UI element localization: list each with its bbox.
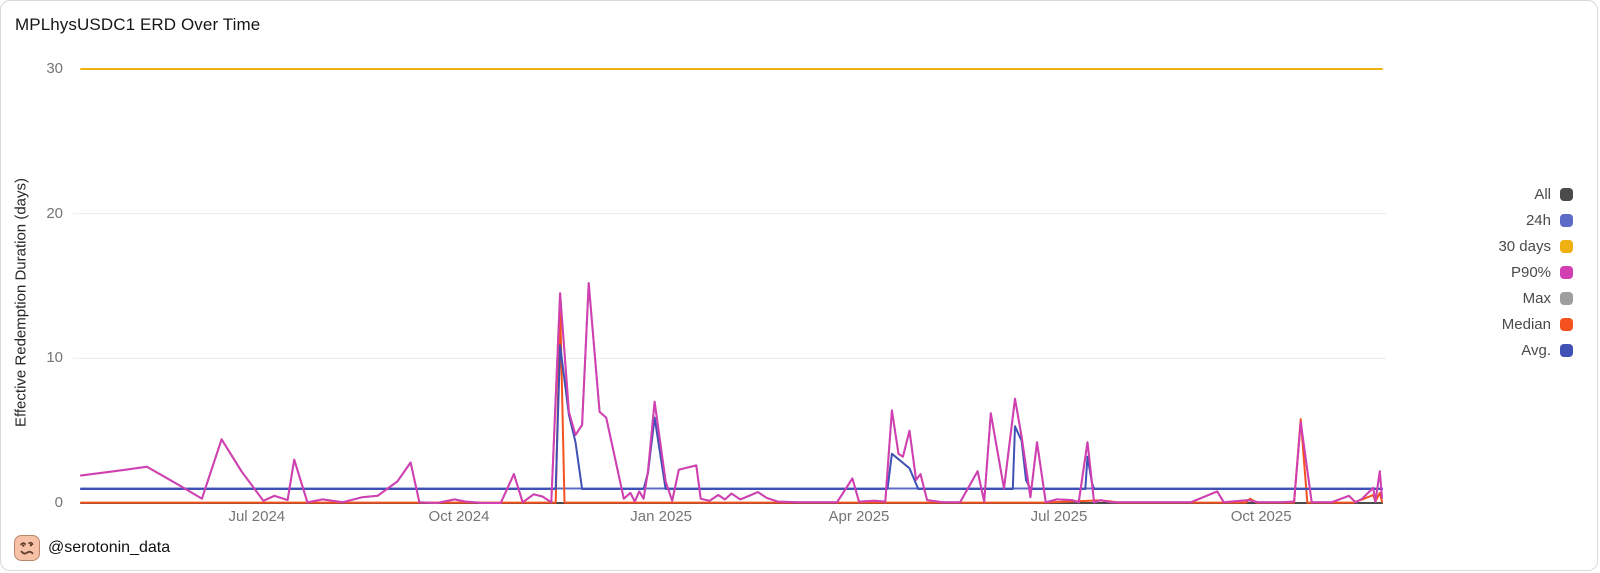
series-line-p90 [80,282,1383,504]
legend-label: All [1534,185,1551,203]
page-title: MPLhysUSDC1 ERD Over Time [15,15,261,34]
legend-item-p90[interactable]: P90% [1498,259,1573,285]
y-tick-label-0: 0 [54,494,63,511]
legend-label: P90% [1510,263,1551,281]
legend-item-avg[interactable]: Avg. [1498,337,1573,363]
series-line-median [80,302,1383,504]
x-tick-label: Oct 2025 [1230,508,1292,525]
legend-swatch-icon [1560,291,1573,305]
legend-label: 30 days [1498,237,1551,255]
x-tick-label: Jul 2024 [228,508,286,525]
legend-swatch-icon [1560,317,1573,331]
y-tick-label-30: 30 [46,60,63,77]
legend-swatch-icon [1560,265,1573,279]
legend-label: Avg. [1521,341,1551,359]
legend-label: Median [1501,315,1551,333]
legend-swatch-icon [1560,187,1573,201]
y-tick-label-10: 10 [46,349,63,367]
chart-legend: All 24h 30 days P90% Max Median Avg. [1498,181,1573,363]
attribution: @serotonin_data [14,535,170,561]
legend-item-median[interactable]: Median [1498,311,1573,337]
series-line-max [80,282,1383,504]
series-line-avg [80,344,1383,490]
x-tick-label: Jan 2025 [630,508,693,525]
legend-label: Max [1522,289,1551,307]
legend-item-max[interactable]: Max [1498,285,1573,311]
attribution-handle: @serotonin_data [48,539,171,556]
legend-item-h24[interactable]: 24h [1498,207,1573,233]
legend-swatch-icon [1560,239,1573,253]
legend-item-all[interactable]: All [1498,181,1573,207]
legend-label: 24h [1525,211,1551,229]
legend-swatch-icon [1560,213,1573,227]
woozy-face-avatar-icon [14,535,40,561]
x-tick-label: Oct 2024 [428,508,490,525]
y-tick-label-20: 20 [46,204,63,222]
legend-swatch-icon [1560,343,1573,357]
x-tick-label: Apr 2025 [828,508,890,525]
legend-item-days30[interactable]: 30 days [1498,233,1573,259]
x-tick-label: Jul 2025 [1030,508,1088,525]
